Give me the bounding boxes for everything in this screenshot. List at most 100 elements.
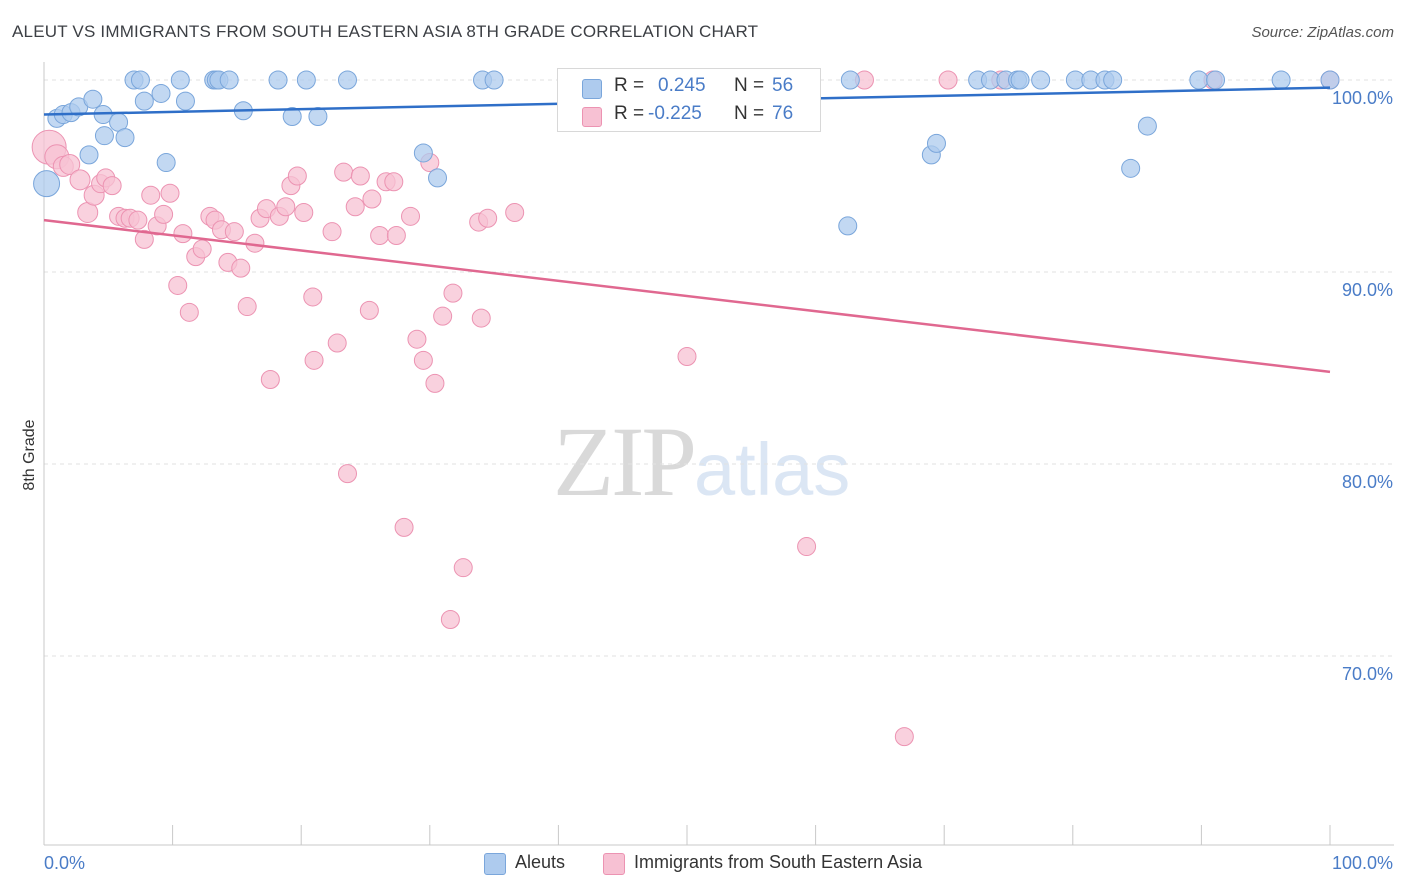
legend-row-immigrants: R = -0.225 N = 76 [558, 101, 820, 131]
legend-r-label: R = [614, 75, 645, 96]
stats-legend: R = 0.245 N = 56 R = -0.225 N = 76 [557, 68, 821, 132]
data-point-immigrants [102, 176, 122, 196]
data-point-immigrants [471, 308, 491, 328]
data-point-aleuts [130, 70, 150, 90]
data-point-immigrants [394, 517, 414, 537]
data-point-immigrants [384, 172, 404, 192]
data-point-aleuts [296, 70, 316, 90]
data-point-immigrants [345, 197, 365, 217]
watermark-zip: ZIP [553, 406, 697, 517]
data-point-immigrants [505, 202, 525, 222]
watermark-atlas: atlas [694, 428, 851, 511]
data-point-immigrants [433, 306, 453, 326]
data-point-aleuts [156, 153, 176, 173]
data-point-immigrants [141, 185, 161, 205]
data-point-immigrants [304, 350, 324, 370]
y-tick-label: 90.0% [1342, 280, 1393, 300]
data-point-aleuts [428, 168, 448, 188]
y-axis-label: 8th Grade [21, 419, 38, 490]
data-point-immigrants [894, 727, 914, 747]
y-tick-label: 100.0% [1332, 88, 1393, 108]
data-point-immigrants [160, 183, 180, 203]
data-point-aleuts [1271, 70, 1291, 90]
data-point-immigrants [294, 202, 314, 222]
data-point-aleuts [484, 70, 504, 90]
data-point-immigrants [154, 204, 174, 224]
data-point-immigrants [231, 258, 251, 278]
data-point-immigrants [938, 70, 958, 90]
data-point-aleuts [115, 128, 135, 148]
data-point-aleuts [282, 106, 302, 126]
data-point-aleuts [268, 70, 288, 90]
data-point-immigrants [224, 222, 244, 242]
data-point-immigrants [168, 275, 188, 295]
legend-n-value: 56 [772, 75, 794, 96]
data-point-aleuts [1189, 70, 1209, 90]
data-point-immigrants [443, 283, 463, 303]
legend-swatch-blue [484, 853, 506, 875]
data-point-aleuts [134, 91, 154, 111]
data-point-aleuts [1137, 116, 1157, 136]
data-point-immigrants [425, 373, 445, 393]
data-point-immigrants [337, 464, 357, 484]
data-point-immigrants [453, 558, 473, 578]
data-point-immigrants [370, 226, 390, 246]
x-tick-label: 0.0% [44, 853, 85, 873]
data-point-immigrants [334, 162, 354, 182]
data-point-immigrants [327, 333, 347, 353]
data-point-immigrants [350, 166, 370, 186]
data-point-immigrants [413, 350, 433, 370]
chart-title: ALEUT VS IMMIGRANTS FROM SOUTH EASTERN A… [12, 22, 759, 41]
data-point-immigrants [677, 346, 697, 366]
data-point-immigrants [440, 610, 460, 630]
data-point-aleuts [219, 70, 239, 90]
data-point-aleuts [1103, 70, 1123, 90]
watermark: ZIPatlas [553, 404, 850, 519]
data-point-immigrants [59, 153, 81, 175]
data-point-aleuts [1121, 158, 1141, 178]
data-point-immigrants [322, 222, 342, 242]
data-point-aleuts [337, 70, 357, 90]
data-point-aleuts [1320, 70, 1340, 90]
data-point-immigrants [192, 239, 212, 259]
data-point-aleuts [1206, 70, 1226, 90]
legend-label-immigrants: Immigrants from South Eastern Asia [634, 852, 923, 872]
data-point-aleuts [151, 83, 171, 103]
legend-n-label: N = [734, 75, 765, 96]
data-point-immigrants [179, 302, 199, 322]
data-point-immigrants [359, 300, 379, 320]
legend-swatch-pink [603, 853, 625, 875]
source-label: Source: ZipAtlas.com [1251, 24, 1394, 41]
data-point-aleuts [175, 91, 195, 111]
legend-n-value: 76 [772, 103, 794, 124]
x-tick-label: 100.0% [1332, 853, 1393, 873]
y-tick-label: 70.0% [1342, 664, 1393, 684]
data-point-immigrants [797, 537, 817, 557]
legend-r-value: -0.225 [648, 103, 702, 124]
data-point-aleuts [83, 89, 103, 109]
data-point-aleuts [170, 70, 190, 90]
legend-r-label: R = [614, 103, 645, 124]
data-point-aleuts [1010, 70, 1030, 90]
legend-row-aleuts: R = 0.245 N = 56 [558, 73, 820, 103]
data-point-immigrants [478, 208, 498, 228]
data-point-aleuts [33, 170, 61, 198]
data-point-aleuts [79, 145, 99, 165]
data-point-immigrants [69, 169, 91, 191]
legend-r-value: 0.245 [658, 75, 706, 96]
data-point-aleuts [94, 126, 114, 146]
data-point-immigrants [134, 229, 154, 249]
series-immigrants-points [31, 70, 1340, 747]
legend-swatch-pink [582, 107, 602, 127]
data-point-aleuts [413, 143, 433, 163]
grid-lines [44, 79, 1394, 657]
data-point-immigrants [407, 329, 427, 349]
data-point-immigrants [260, 370, 280, 390]
data-point-immigrants [128, 210, 148, 230]
data-point-immigrants [362, 189, 382, 209]
legend-n-label: N = [734, 103, 765, 124]
trend-line-immigrants [43, 218, 1331, 374]
data-point-aleuts [926, 133, 946, 153]
data-point-immigrants [237, 297, 257, 317]
